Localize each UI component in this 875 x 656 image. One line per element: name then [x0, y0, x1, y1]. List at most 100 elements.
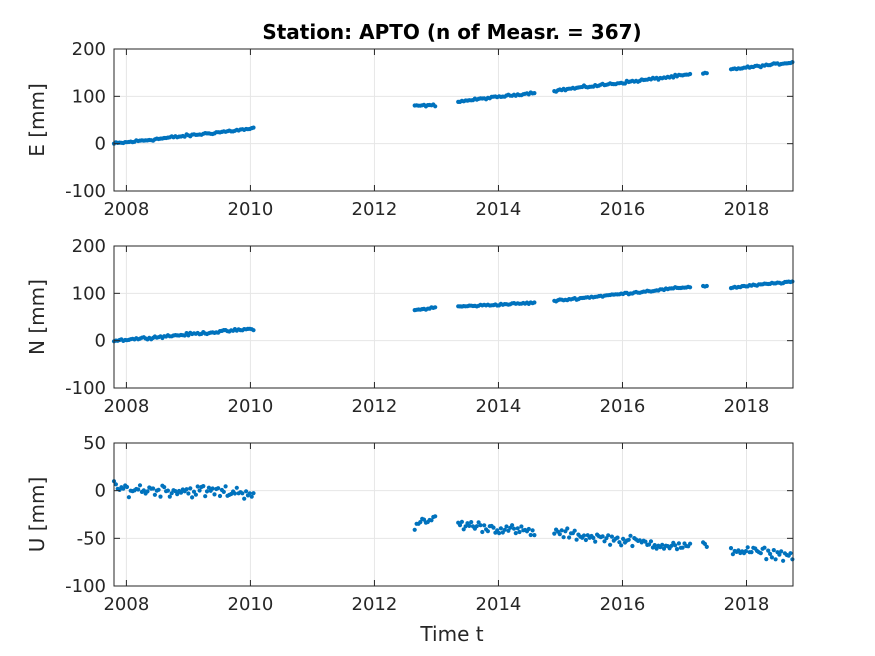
data-point: [461, 527, 466, 532]
data-point: [429, 518, 434, 523]
data-point: [206, 485, 211, 490]
chart-title: Station: APTO (n of Measr. = 367): [262, 20, 641, 44]
data-point: [504, 524, 509, 529]
data-point: [480, 529, 485, 535]
data-point: [574, 537, 579, 542]
data-point: [511, 526, 517, 531]
grid-lines: [114, 48, 793, 192]
data-point: [249, 494, 254, 499]
data-point: [247, 491, 252, 496]
data-point: [559, 528, 564, 533]
axes-frame: [113, 245, 794, 389]
y-tick-label: -50: [77, 528, 106, 549]
data-point: [561, 535, 566, 540]
data-point: [643, 539, 648, 544]
x-tick-label: 2018: [724, 199, 770, 220]
data-series: [111, 479, 795, 563]
data-point: [764, 557, 769, 562]
data-point: [113, 482, 118, 487]
y-tick-label: -100: [65, 576, 106, 597]
data-point: [766, 548, 771, 553]
y-tick-label: 100: [72, 86, 106, 107]
data-point: [768, 551, 773, 557]
data-point: [519, 524, 524, 529]
y-tick-label: 100: [72, 283, 106, 304]
x-tick-label: 2008: [103, 594, 149, 615]
data-point: [509, 523, 515, 528]
data-point: [630, 543, 635, 549]
data-point: [457, 523, 463, 528]
x-tick-label: 2010: [228, 396, 274, 417]
data-point: [251, 328, 256, 333]
data-point: [216, 486, 221, 491]
data-point: [619, 543, 624, 548]
data-point: [762, 545, 767, 550]
data-point: [728, 546, 734, 551]
x-tick-label: 2010: [228, 199, 274, 220]
data-point: [621, 536, 626, 542]
data-point: [688, 541, 693, 546]
data-point: [240, 491, 245, 496]
data-point: [433, 514, 438, 519]
data-point: [482, 523, 487, 528]
data-point: [217, 493, 223, 499]
data-point: [591, 535, 596, 541]
data-point: [552, 531, 557, 536]
y-tick-label: 50: [83, 433, 106, 454]
data-point: [660, 542, 665, 547]
data-point: [790, 557, 795, 562]
x-tick-label: 2014: [476, 199, 522, 220]
data-point: [497, 531, 502, 536]
data-point: [251, 491, 256, 496]
data-point: [565, 526, 570, 531]
data-point: [421, 517, 427, 522]
data-point: [126, 495, 131, 500]
data-point: [606, 533, 611, 538]
data-point: [433, 104, 438, 109]
data-point: [652, 543, 657, 548]
y-tick-label: 200: [72, 236, 106, 257]
data-point: [532, 91, 537, 96]
data-point: [615, 535, 620, 540]
data-point: [673, 543, 678, 548]
data-point: [223, 484, 228, 489]
data-point: [680, 545, 685, 550]
data-point: [771, 548, 776, 553]
data-point: [136, 487, 141, 492]
x-tick-label: 2016: [600, 199, 646, 220]
data-point: [788, 551, 793, 556]
data-point: [478, 523, 483, 528]
y-tick-label: -100: [65, 181, 106, 202]
data-point: [162, 485, 167, 490]
data-point: [474, 524, 479, 529]
data-point: [704, 71, 709, 76]
data-point: [572, 528, 577, 533]
data-point: [779, 549, 784, 554]
x-tick-label: 2018: [724, 594, 770, 615]
data-point: [628, 533, 633, 538]
data-point: [593, 539, 598, 544]
data-point: [145, 489, 150, 494]
grid-lines: [114, 442, 793, 587]
data-point: [418, 520, 423, 525]
data-point: [124, 484, 130, 490]
x-tick-label: 2016: [600, 396, 646, 417]
data-point: [459, 519, 464, 524]
y-tick-label: 0: [95, 134, 106, 155]
data-point: [467, 523, 472, 529]
data-point: [528, 532, 533, 538]
data-point: [790, 60, 795, 65]
data-point: [704, 283, 709, 289]
data-point: [676, 541, 682, 546]
x-tick-label: 2016: [600, 594, 646, 615]
data-point: [491, 525, 496, 530]
data-point: [212, 492, 217, 497]
data-point: [600, 534, 605, 539]
data-point: [702, 541, 708, 547]
data-point: [777, 552, 782, 557]
data-point: [517, 529, 522, 535]
x-tick-label: 2012: [352, 396, 398, 417]
data-point: [184, 487, 189, 492]
y-tick-label: -100: [65, 378, 106, 399]
